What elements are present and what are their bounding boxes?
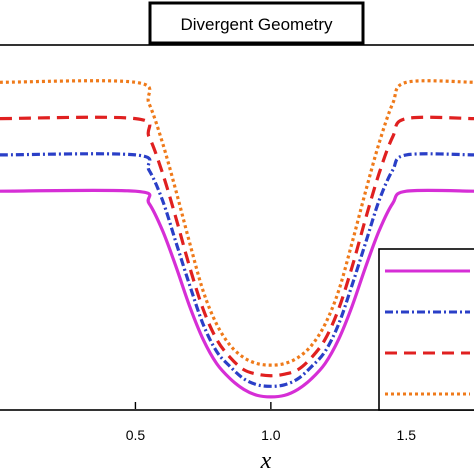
series-line-2 xyxy=(0,152,474,388)
x-axis-label: x xyxy=(260,448,272,474)
series-layer xyxy=(0,79,474,399)
x-tick-label: 1.5 xyxy=(397,427,417,443)
legend-box xyxy=(378,248,474,411)
chart-title-box: Divergent Geometry xyxy=(148,1,365,45)
x-tick-label: 1.0 xyxy=(261,427,281,443)
legend-items xyxy=(385,269,470,396)
plot-frame xyxy=(0,44,474,411)
x-tick-label: 0.5 xyxy=(126,427,146,443)
x-ticks: 0.5 1.0 1.5 xyxy=(126,402,417,443)
series-line-1 xyxy=(0,188,474,399)
legend xyxy=(378,248,474,411)
chart-title: Divergent Geometry xyxy=(180,15,333,34)
series-line-4 xyxy=(0,79,474,367)
series-line-3 xyxy=(0,115,474,378)
